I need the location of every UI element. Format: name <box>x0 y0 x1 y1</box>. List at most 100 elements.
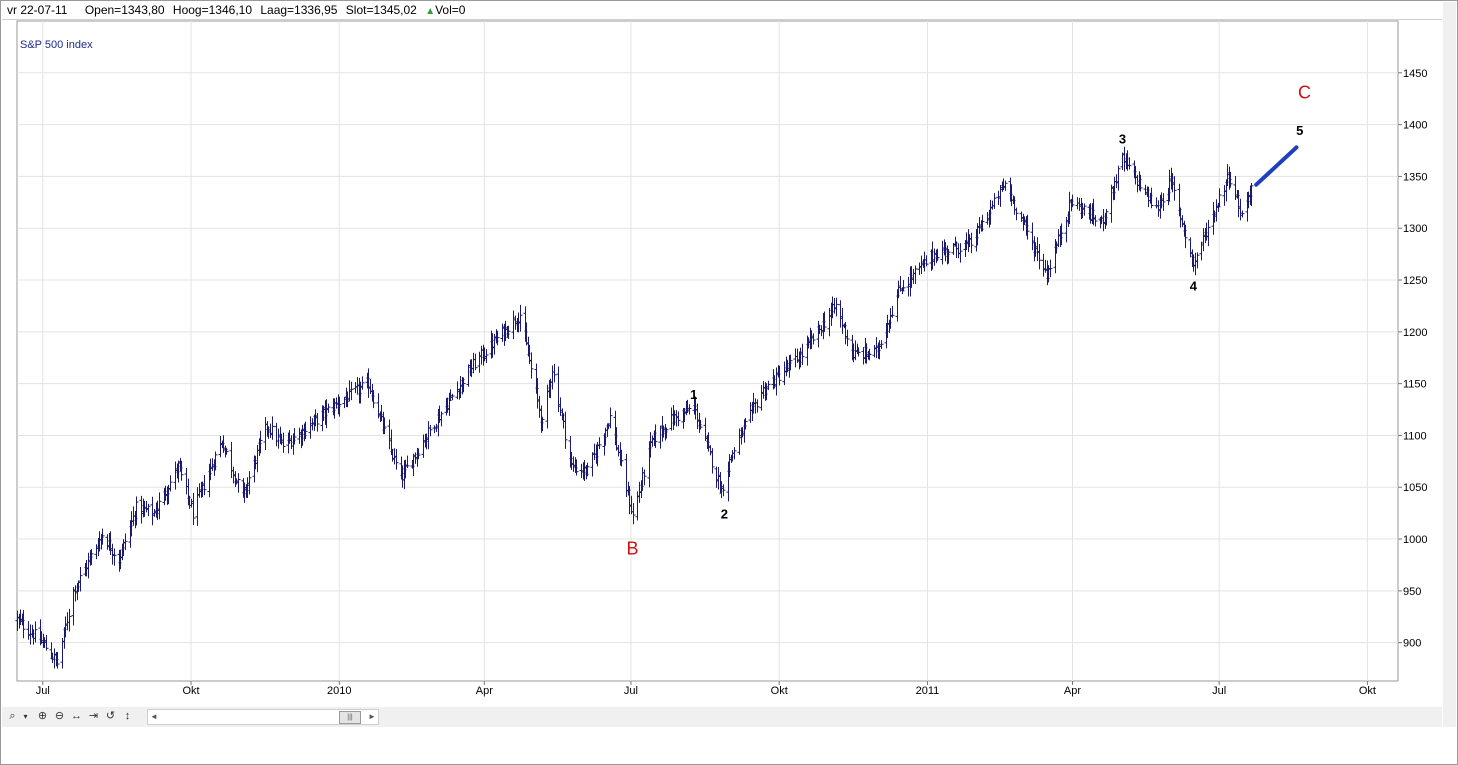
ohlc-bar <box>202 475 207 496</box>
ohlc-bar <box>1149 187 1154 209</box>
chart-area[interactable]: 900 950 1000 1050 1100 1150 1200 1250 1300 1350 14… <box>1 19 1443 709</box>
ohlc-bar <box>540 416 545 432</box>
ohlc-bar <box>1161 193 1166 211</box>
wave-label-1: 1 <box>690 387 697 402</box>
ohlc-bar <box>788 354 793 371</box>
wave-annotations: 1 2 B 3 4 5 C <box>627 83 1311 559</box>
x-tick-label: Okt <box>182 685 199 697</box>
ohlc-bar <box>890 305 895 318</box>
zoom-out-icon[interactable]: ⊖ <box>54 710 65 722</box>
ohlc-bar <box>1249 183 1254 207</box>
ohlc-bar <box>1093 215 1098 227</box>
wave-label-5: 5 <box>1296 123 1303 138</box>
ohlc-bar <box>461 377 466 393</box>
ohlc-bar <box>642 469 647 486</box>
ohlc-bar <box>721 484 726 497</box>
up-arrow-icon: ▲ <box>425 6 436 17</box>
ohlc-bar <box>484 349 489 364</box>
ohlc-bar <box>281 432 286 453</box>
ohlc-bar <box>258 430 263 454</box>
right-margin <box>1443 2 1456 727</box>
ohlc-bar <box>845 329 850 347</box>
scroll-end-icon[interactable]: ⇥ <box>88 710 99 722</box>
ohlc-bar <box>631 503 636 525</box>
high-value: Hoog=1346,10 <box>172 3 252 17</box>
ohlc-bar <box>856 347 861 357</box>
ohlc-bar <box>958 243 963 263</box>
ohlc-bar <box>879 340 884 350</box>
ohlc-bar <box>710 448 715 474</box>
ohlc-bar <box>89 549 94 565</box>
ohlc-bar <box>1082 203 1087 216</box>
ohlc-bar <box>1014 207 1019 221</box>
ohlc-bar <box>1003 180 1008 191</box>
ohlc-bar <box>394 449 399 470</box>
ohlc-bar <box>123 533 128 551</box>
fit-vertical-icon[interactable]: ↕ <box>124 710 131 722</box>
ohlc-bar <box>552 363 557 383</box>
ohlc-bar <box>1025 214 1030 240</box>
ohlc-bar <box>168 475 173 492</box>
ohlc-bar <box>1138 174 1143 192</box>
ohlc-bar <box>1206 219 1211 247</box>
ohlc-bar <box>867 348 872 361</box>
ohlc-bar <box>1228 171 1233 188</box>
price-chart[interactable]: 9009501000105011001150120012501300135014… <box>1 19 1443 709</box>
grid-lines <box>17 21 1398 681</box>
ohlc-bar <box>811 333 816 345</box>
reset-icon[interactable]: ↺ <box>105 710 116 722</box>
y-tick-label: 1050 <box>1403 482 1427 494</box>
zoom-in-icon[interactable]: ⊕ <box>37 710 48 722</box>
ohlc-bar <box>901 280 906 292</box>
ohlc-bar <box>777 365 782 386</box>
wave-label-4: 4 <box>1190 278 1198 293</box>
bottom-blank-area <box>2 728 1456 763</box>
projection-line <box>1254 145 1299 187</box>
ohlc-bar <box>800 343 805 366</box>
ohlc-bar <box>55 652 60 669</box>
ohlc-bar <box>21 610 26 639</box>
ohlc-bar <box>755 399 760 413</box>
axis-labels: 9009501000105011001150120012501300135014… <box>36 68 1428 697</box>
ohlc-bar <box>157 492 162 520</box>
ohlc-bar <box>405 455 410 469</box>
ohlc-bar <box>743 417 748 430</box>
ohlc-bar <box>619 449 624 467</box>
ohlc-bar <box>969 232 974 254</box>
ohlc-bar <box>597 437 602 450</box>
ohlc-bar <box>585 462 590 477</box>
y-tick-label: 1300 <box>1403 223 1427 235</box>
fit-horizontal-icon[interactable]: ↔ <box>71 710 82 722</box>
y-tick-label: 1250 <box>1403 275 1427 287</box>
ohlc-bar <box>653 424 658 449</box>
ohlc-bar <box>732 447 737 460</box>
y-tick-label: 1350 <box>1403 171 1427 183</box>
scrollbar-thumb[interactable]: ||| <box>339 711 361 724</box>
y-tick-label: 1400 <box>1403 120 1427 132</box>
ohlc-bar <box>766 380 771 391</box>
chart-title: S&P 500 index <box>20 39 93 51</box>
zoom-icon[interactable]: ⌕ <box>9 710 16 722</box>
ohlc-bar <box>292 427 297 445</box>
dropdown-icon[interactable]: ▾ <box>23 712 28 721</box>
ohlc-bar <box>33 621 38 643</box>
ohlc-bar <box>687 404 692 415</box>
ohlc-bar <box>563 411 568 449</box>
ohlc-bar <box>1127 157 1132 170</box>
ohlc-bar <box>1116 165 1121 191</box>
scroll-left-icon[interactable]: ◄ <box>150 712 158 721</box>
horizontal-scrollbar[interactable]: ◄ ||| ► <box>147 709 379 725</box>
low-value: Laag=1336,95 <box>260 3 338 17</box>
ohlc-bar <box>382 417 387 435</box>
scroll-right-icon[interactable]: ► <box>368 712 376 721</box>
ohlc-bar <box>270 416 275 440</box>
ohlc-bar <box>574 459 579 476</box>
ohlc-bar <box>416 448 421 460</box>
ohlc-bar <box>1059 223 1064 246</box>
x-tick-label: Apr <box>476 685 493 697</box>
ohlc-bar <box>946 248 951 264</box>
ohlc-bar <box>67 608 72 632</box>
info-bar: vr 22-07-11 Open=1343,80 Hoog=1346,10 La… <box>2 2 1442 20</box>
x-tick-label: Okt <box>771 685 788 697</box>
ohlc-bar <box>450 393 455 401</box>
